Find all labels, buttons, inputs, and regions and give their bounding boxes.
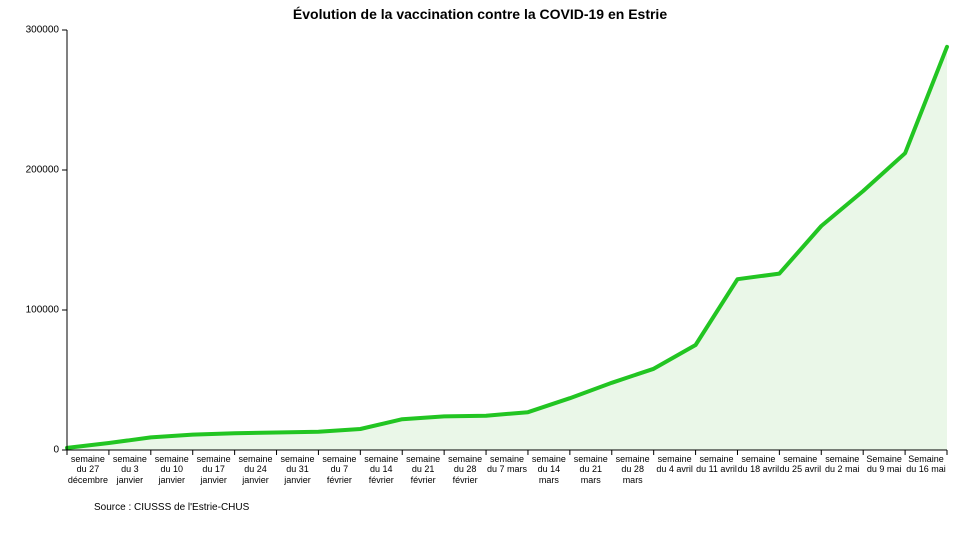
x-tick-label: semainedu 3janvier — [109, 454, 151, 485]
source-note: Source : CIUSSS de l'Estrie-CHUS — [94, 502, 249, 513]
x-tick-label: semainedu 14février — [360, 454, 402, 485]
y-tick-label: 200000 — [0, 165, 59, 176]
x-tick-label: semainedu 21mars — [570, 454, 612, 485]
x-tick-label: semainedu 4 avril — [654, 454, 696, 475]
x-tick-label: semainedu 27décembre — [67, 454, 109, 485]
x-tick-label: semainedu 21février — [402, 454, 444, 485]
x-tick-label: semainedu 11 avril — [696, 454, 738, 475]
x-tick-label: semainedu 24janvier — [235, 454, 277, 485]
x-tick-label: semainedu 14mars — [528, 454, 570, 485]
area-fill — [67, 47, 947, 450]
x-tick-label: semainedu 7février — [318, 454, 360, 485]
x-tick-label: semainedu 18 avril — [737, 454, 779, 475]
x-tick-label: semainedu 10janvier — [151, 454, 193, 485]
x-tick-label: semainedu 7 mars — [486, 454, 528, 475]
y-tick-label: 100000 — [0, 305, 59, 316]
y-tick-label: 0 — [0, 445, 59, 456]
x-tick-label: semainedu 28février — [444, 454, 486, 485]
x-tick-label: semainedu 25 avril — [779, 454, 821, 475]
x-tick-label: semainedu 17janvier — [193, 454, 235, 485]
x-tick-label: semainedu 2 mai — [821, 454, 863, 475]
x-tick-label: semainedu 31janvier — [277, 454, 319, 485]
x-tick-label: Semainedu 16 mai — [905, 454, 947, 475]
x-tick-label: semainedu 28mars — [612, 454, 654, 485]
x-tick-label: Semainedu 9 mai — [863, 454, 905, 475]
y-tick-marks — [62, 30, 67, 450]
y-tick-label: 300000 — [0, 25, 59, 36]
